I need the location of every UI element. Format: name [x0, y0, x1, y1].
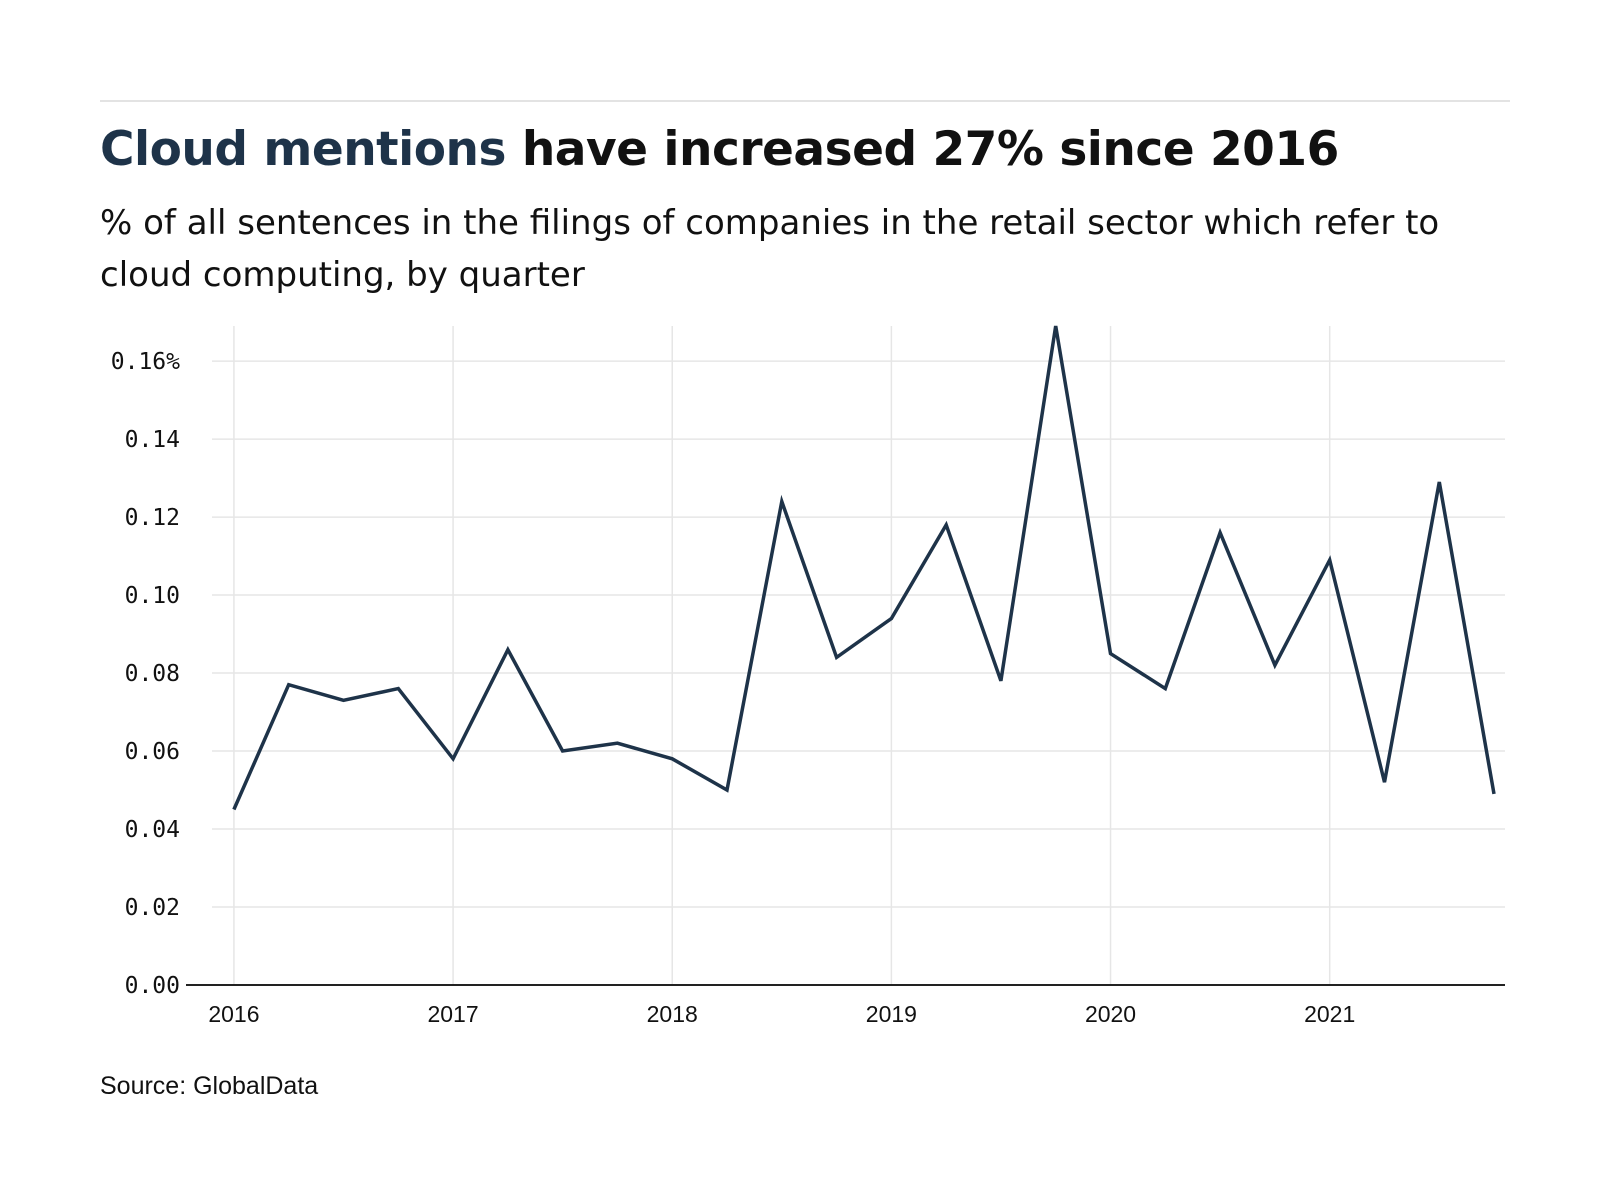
- x-tick-label: 2016: [208, 1001, 259, 1027]
- top-divider: [100, 100, 1510, 102]
- series-line: [232, 325, 1496, 811]
- data-points: [232, 325, 1495, 812]
- chart-title: Cloud mentions have increased 27% since …: [100, 122, 1339, 177]
- y-tick-label: 0.14: [125, 427, 180, 453]
- y-gridlines: [212, 360, 1505, 908]
- source-note: Source: GlobalData: [100, 1072, 319, 1100]
- y-tick-label: 0.16%: [111, 349, 180, 375]
- y-tick-label: 0.12: [125, 505, 180, 531]
- y-tick-label: 0.06: [125, 739, 180, 765]
- y-tick-labels: 0.00 0.02 0.04 0.06 0.08 0.10 0.12 0.14 0.16%: [111, 349, 180, 999]
- title-rest: have increased 27% since 2016: [505, 122, 1339, 177]
- y-tick-label: 0.02: [125, 895, 180, 921]
- x-gridlines: [233, 326, 1331, 985]
- y-tick-label: 0.04: [125, 817, 180, 843]
- y-tick-label: 0.08: [125, 661, 180, 687]
- chart-subtitle: % of all sentences in the filings of com…: [100, 203, 1440, 295]
- title-highlight: Cloud mentions: [100, 122, 506, 177]
- y-tick-label: 0.00: [125, 973, 180, 999]
- x-tick-label: 2021: [1304, 1001, 1355, 1027]
- x-tick-label: 2018: [647, 1001, 698, 1027]
- x-tick-label: 2019: [866, 1001, 917, 1027]
- x-tick-labels: 2016 2017 2018 2019 2020 2021: [208, 1001, 1355, 1027]
- x-tick-label: 2020: [1085, 1001, 1136, 1027]
- x-tick-label: 2017: [427, 1001, 478, 1027]
- y-tick-label: 0.10: [125, 583, 180, 609]
